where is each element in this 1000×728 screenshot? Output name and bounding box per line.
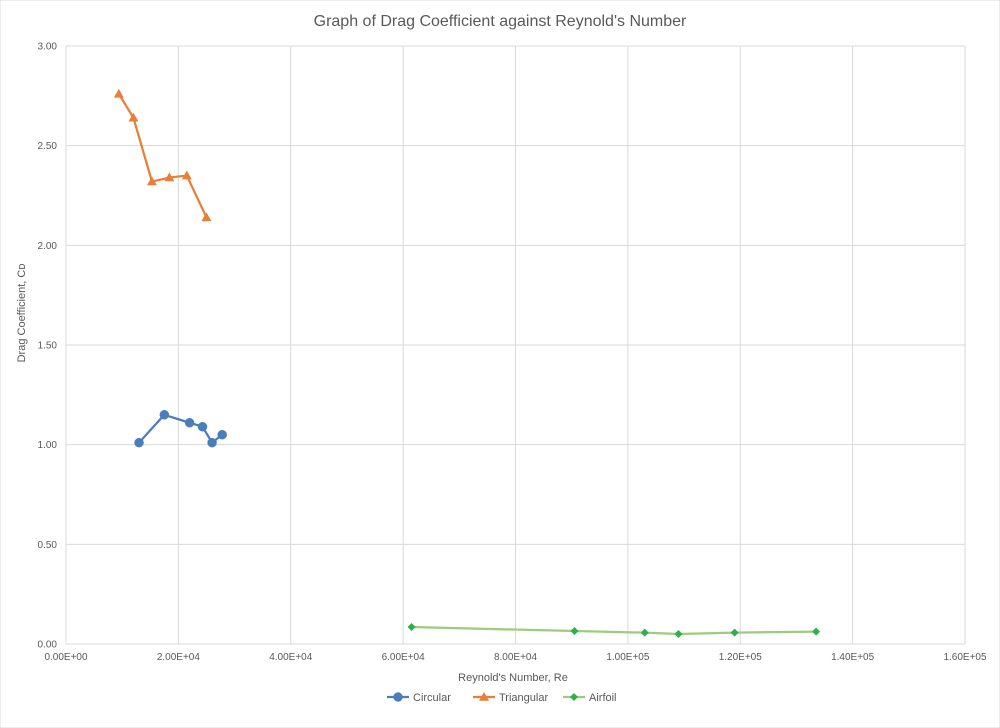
y-tick-label: 0.00: [38, 640, 58, 651]
data-point-triangular: [181, 170, 192, 180]
y-tick-label: 3.00: [38, 42, 58, 53]
legend-label: Airfoil: [589, 692, 617, 704]
legend-label: Triangular: [499, 692, 548, 704]
x-tick-label: 1.20E+05: [719, 652, 763, 663]
x-tick-label: 4.00E+04: [269, 652, 313, 663]
grid: [65, 45, 966, 645]
data-point-airfoil: [812, 627, 821, 636]
y-tick-label: 2.50: [38, 141, 58, 152]
data-point-triangular: [164, 172, 175, 182]
y-tick-label: 1.00: [38, 440, 58, 451]
data-point-airfoil: [570, 627, 579, 636]
data-point-circular: [184, 417, 195, 428]
tick-labels: 0.00 0.50 1.00 1.50 2.00 2.50 3.00 0.00E+00 2.00…: [38, 42, 987, 664]
data-point-airfoil: [730, 628, 739, 637]
data-point-airfoil: [640, 628, 649, 637]
legend-marker: [479, 692, 489, 701]
x-axis-label: Reynold's Number, Re: [458, 672, 568, 684]
data-point-circular: [134, 437, 144, 448]
series-line-airfoil: [411, 625, 817, 636]
x-tick-label: 1.60E+05: [943, 652, 987, 663]
legend-marker: [570, 693, 578, 701]
x-tick-label: 0.00E+00: [44, 652, 88, 663]
data-point-triangular: [146, 176, 157, 186]
data-point-triangular: [201, 212, 212, 222]
data-point-airfoil: [674, 630, 683, 639]
data-point-triangular: [128, 112, 139, 122]
x-tick-label: 8.00E+04: [494, 652, 538, 663]
x-tick-label: 1.00E+05: [606, 652, 650, 663]
legend-marker: [393, 692, 403, 702]
legend-item-circular: Circular: [387, 692, 451, 704]
series-line-triangular: [117, 93, 208, 218]
data-point-airfoil: [407, 623, 416, 632]
y-tick-label: 1.50: [38, 341, 58, 352]
data-point-circular: [217, 429, 227, 440]
data-point-circular: [207, 437, 217, 448]
series-circular: [134, 410, 227, 448]
data-point-circular: [159, 410, 170, 420]
series-triangular: [113, 88, 212, 222]
legend-label: Circular: [413, 692, 451, 704]
y-tick-label: 0.50: [38, 540, 58, 551]
x-tick-label: 1.40E+05: [831, 652, 875, 663]
series-airfoil: [407, 623, 821, 639]
legend-item-triangular: Triangular: [473, 692, 548, 704]
chart-title: Graph of Drag Coefficient against Reynol…: [314, 13, 687, 30]
x-tick-label: 6.00E+04: [382, 652, 426, 663]
data-point-circular: [197, 421, 208, 432]
data-point-triangular: [113, 88, 124, 98]
y-axis-label: Drag Coefficient, Cᴅ: [16, 264, 28, 363]
legend-item-airfoil: Airfoil: [563, 692, 617, 704]
x-tick-label: 2.00E+04: [157, 652, 201, 663]
y-tick-label: 2.00: [38, 241, 58, 252]
series: [113, 88, 821, 639]
legend: Circular Triangular Airfoil: [387, 692, 617, 704]
